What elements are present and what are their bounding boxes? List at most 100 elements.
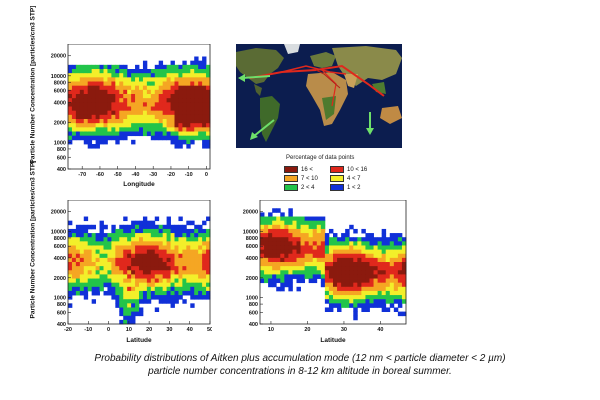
- heatmap-cell: [91, 89, 97, 95]
- heatmap-cell: [304, 270, 310, 275]
- heatmap-cell: [99, 106, 104, 112]
- heatmap-cell: [260, 253, 265, 259]
- heatmap-cell: [146, 110, 152, 116]
- heatmap-cell: [166, 81, 171, 87]
- heatmap-cell: [79, 237, 85, 242]
- heatmap-cell: [83, 110, 89, 116]
- heatmap-cell: [154, 237, 160, 242]
- heatmap-cell: [68, 303, 73, 308]
- heatmap-cell: [284, 224, 289, 230]
- legend-label: 1 < 2: [347, 184, 361, 191]
- heatmap-cell: [150, 224, 156, 230]
- heatmap-cell: [284, 233, 289, 238]
- heatmap-cell: [83, 237, 89, 242]
- heatmap-cell: [158, 94, 164, 99]
- heatmap-cell: [182, 270, 187, 275]
- heatmap-cell: [206, 233, 211, 238]
- heatmap-cell: [107, 290, 112, 296]
- heatmap-cell: [260, 224, 265, 230]
- heatmap-cell: [83, 131, 89, 137]
- heatmap-cell: [91, 286, 97, 292]
- heatmap-cell: [131, 299, 136, 304]
- heatmap-cell: [135, 295, 140, 300]
- heatmap-cell: [206, 270, 211, 275]
- heatmap-cell: [150, 233, 156, 238]
- heatmap-cell: [162, 266, 168, 271]
- heatmap-cell: [131, 278, 136, 284]
- heatmap-cell: [272, 278, 277, 284]
- heatmap-cell: [198, 241, 203, 246]
- heatmap-cell: [83, 266, 89, 271]
- legend-item: 10 < 16: [330, 166, 367, 173]
- heatmap-cell: [206, 81, 211, 87]
- heatmap-cell: [99, 245, 104, 250]
- heatmap-cell: [385, 307, 391, 312]
- heatmap-cell: [95, 249, 100, 255]
- heatmap-cell: [139, 249, 144, 255]
- heatmap-cell: [304, 262, 310, 267]
- heatmap-cell: [284, 245, 289, 250]
- heatmap-cell: [182, 290, 187, 296]
- heatmap-cell: [178, 274, 183, 279]
- heatmap-cell: [103, 131, 108, 137]
- heatmap-cell: [135, 249, 140, 255]
- heatmap-cell: [264, 228, 269, 234]
- heatmap-cell: [198, 110, 203, 116]
- heatmap-cell: [162, 77, 168, 82]
- heatmap-cell: [353, 237, 358, 242]
- heatmap-cell: [107, 278, 112, 284]
- heatmap-cell: [123, 311, 128, 317]
- heatmap-cell: [276, 286, 281, 292]
- heatmap-cell: [300, 274, 306, 279]
- heatmap-cell: [206, 257, 211, 263]
- heatmap-cell: [316, 237, 322, 242]
- heatmap-cell: [361, 299, 366, 304]
- heatmap-cell: [71, 278, 77, 284]
- heatmap-cell: [75, 119, 81, 124]
- heatmap-cell: [87, 139, 93, 145]
- heatmap-cell: [300, 237, 306, 242]
- heatmap-cell: [206, 282, 211, 288]
- heatmap-cell: [397, 299, 403, 304]
- heatmap-cell: [296, 216, 301, 222]
- heatmap-cell: [131, 85, 136, 91]
- x-tick-label: 30: [166, 327, 172, 332]
- heatmap-cell: [162, 64, 168, 70]
- heatmap-cell: [198, 278, 203, 284]
- heatmap-cell: [142, 123, 148, 128]
- heatmap-cell: [304, 274, 310, 279]
- heatmap-cell: [353, 270, 358, 275]
- heatmap-cell: [341, 295, 346, 300]
- heatmap-cell: [190, 94, 195, 99]
- y-tick-label: 6000: [246, 244, 258, 250]
- heatmap-cell: [397, 286, 403, 292]
- heatmap-cell: [178, 249, 183, 255]
- heatmap-cell: [142, 249, 148, 255]
- heatmap-cell: [158, 270, 164, 275]
- heatmap-cell: [111, 123, 116, 128]
- heatmap-cell: [198, 73, 203, 78]
- heatmap-cell: [198, 102, 203, 107]
- heatmap-cell: [174, 295, 179, 300]
- heatmap-cell: [397, 233, 403, 238]
- heatmap-cell: [95, 123, 100, 128]
- heatmap-cell: [202, 131, 207, 137]
- heatmap-cell: [353, 286, 358, 292]
- heatmap-cell: [71, 119, 77, 124]
- heatmap-cell: [186, 220, 191, 226]
- heatmap-cell: [142, 81, 148, 87]
- heatmap-cell: [131, 311, 136, 317]
- heatmap-cell: [288, 220, 293, 226]
- heatmap-cell: [170, 295, 175, 300]
- heatmap-cell: [373, 257, 379, 263]
- heatmap-cell: [131, 319, 136, 325]
- y-tick-label: 8000: [54, 80, 66, 86]
- heatmap-cell: [95, 73, 100, 78]
- heatmap-cell: [142, 278, 148, 284]
- heatmap-cell: [146, 220, 152, 226]
- heatmap-cell: [91, 98, 97, 103]
- heatmap-cell: [135, 233, 140, 238]
- heatmap-cell: [206, 245, 211, 250]
- heatmap-cell: [99, 131, 104, 137]
- heatmap-cell: [107, 127, 112, 132]
